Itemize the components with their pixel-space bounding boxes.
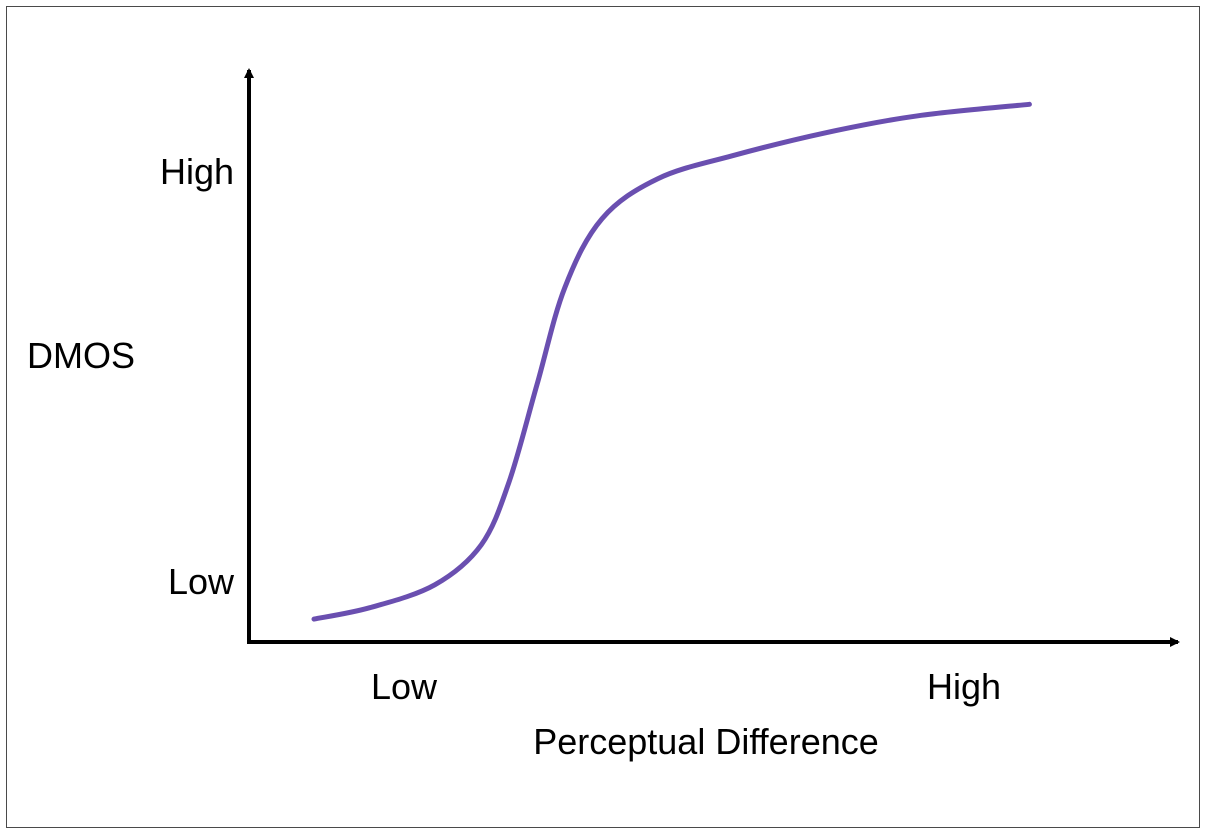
chart-frame xyxy=(6,6,1200,828)
y-tick-label-low: Low xyxy=(168,561,235,602)
y-axis-label: DMOS xyxy=(27,335,135,376)
x-tick-label-low: Low xyxy=(371,666,438,707)
x-tick-label-high: High xyxy=(927,666,1001,707)
y-tick-label-high: High xyxy=(160,151,234,192)
x-axis-label: Perceptual Difference xyxy=(533,721,879,762)
dmos-curve xyxy=(311,101,1032,622)
